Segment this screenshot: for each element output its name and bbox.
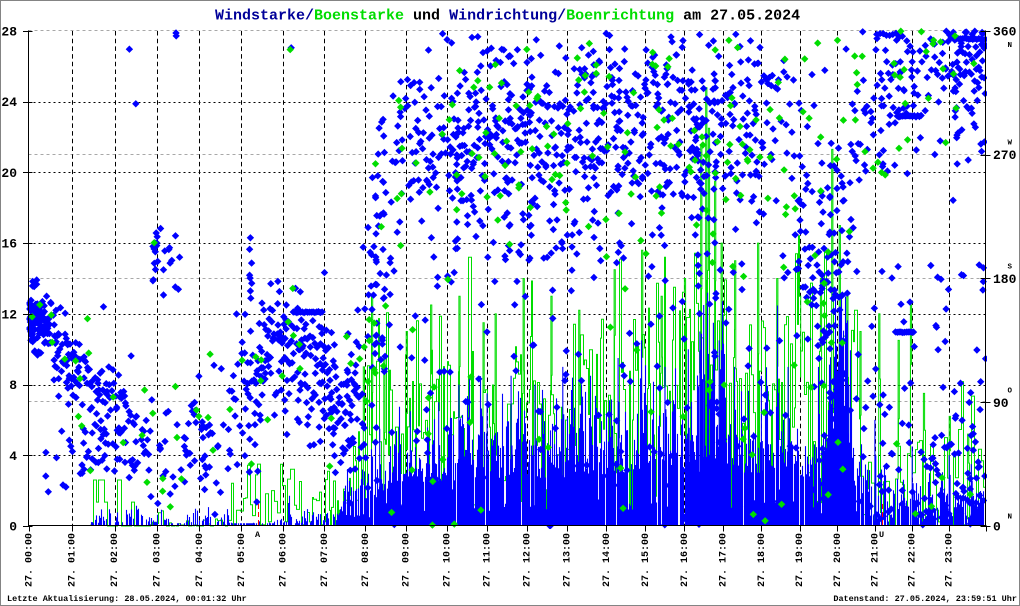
svg-text:27. 03:00: 27. 03:00 [153, 533, 164, 587]
svg-text:U: U [879, 530, 884, 540]
svg-text:27. 08:00: 27. 08:00 [361, 533, 372, 587]
svg-text:27. 06:00: 27. 06:00 [278, 533, 289, 587]
svg-text:20: 20 [1, 166, 17, 181]
svg-text:360: 360 [993, 25, 1017, 40]
svg-text:27. 13:00: 27. 13:00 [562, 533, 573, 587]
svg-text:28: 28 [1, 25, 17, 40]
svg-text:27. 17:00: 27. 17:00 [719, 533, 730, 587]
svg-text:16: 16 [1, 237, 17, 252]
svg-text:27. 10:00: 27. 10:00 [442, 533, 453, 587]
svg-text:8: 8 [9, 378, 17, 393]
svg-text:270: 270 [993, 148, 1017, 163]
svg-text:27. 16:00: 27. 16:00 [680, 533, 691, 587]
svg-text:27. 07:00: 27. 07:00 [320, 533, 331, 587]
svg-text:N: N [1008, 42, 1013, 50]
svg-text:24: 24 [1, 95, 17, 110]
svg-text:27. 02:00: 27. 02:00 [110, 533, 121, 587]
svg-text:27. 09:00: 27. 09:00 [402, 533, 413, 587]
svg-text:W: W [1008, 140, 1013, 148]
svg-text:S: S [1008, 264, 1013, 272]
svg-text:12: 12 [1, 307, 17, 322]
svg-text:Windstarke/Boenstarke und Wind: Windstarke/Boenstarke und Windrichtung/B… [215, 8, 800, 25]
svg-text:27. 01:00: 27. 01:00 [68, 533, 79, 587]
svg-text:27. 00:00: 27. 00:00 [25, 533, 36, 587]
svg-text:Datenstand: 27.05.2024, 23:59:: Datenstand: 27.05.2024, 23:59:51 Uhr [833, 594, 1017, 604]
svg-text:27. 19:00: 27. 19:00 [795, 533, 806, 587]
svg-text:180: 180 [993, 272, 1017, 287]
svg-text:Letzte Aktualisierung: 28.05.2: Letzte Aktualisierung: 28.05.2024, 00:01… [7, 594, 247, 604]
svg-text:A: A [255, 530, 261, 540]
svg-text:4: 4 [9, 449, 17, 464]
svg-text:90: 90 [993, 396, 1009, 411]
svg-text:27. 18:00: 27. 18:00 [757, 533, 768, 587]
svg-text:27. 15:00: 27. 15:00 [641, 533, 652, 587]
svg-text:N: N [1008, 514, 1013, 522]
svg-text:0: 0 [993, 520, 1001, 535]
svg-text:0: 0 [9, 520, 17, 535]
svg-text:27. 04:00: 27. 04:00 [195, 533, 206, 587]
svg-text:27. 11:00: 27. 11:00 [483, 533, 494, 587]
svg-text:27. 23:00: 27. 23:00 [945, 533, 956, 587]
svg-text:O: O [1008, 388, 1013, 396]
svg-text:27. 22:00: 27. 22:00 [908, 533, 919, 587]
svg-text:27. 05:00: 27. 05:00 [237, 533, 248, 587]
svg-text:27. 21:00: 27. 21:00 [870, 533, 881, 587]
svg-text:27. 12:00: 27. 12:00 [523, 533, 534, 587]
svg-text:27. 14:00: 27. 14:00 [602, 533, 613, 587]
svg-text:27. 20:00: 27. 20:00 [833, 533, 844, 587]
